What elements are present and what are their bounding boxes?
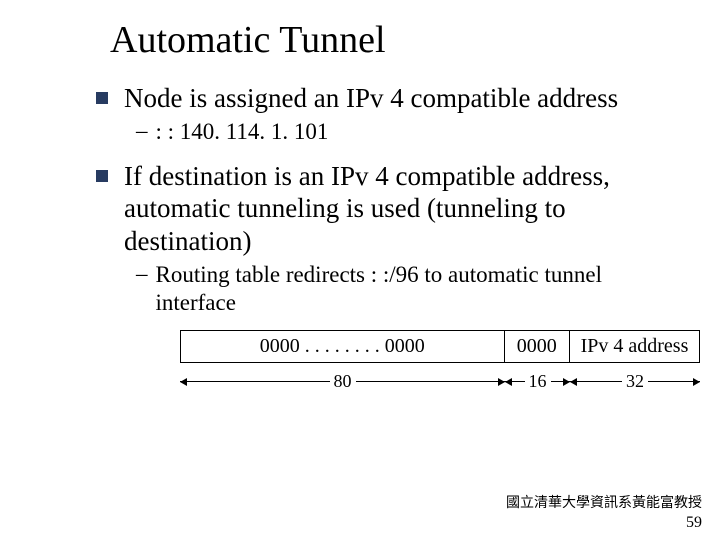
diagram-row: 0000 . . . . . . . . 0000 0000 IPv 4 add… — [180, 330, 700, 363]
slide-title: Automatic Tunnel — [110, 18, 684, 62]
arrow-left-icon — [505, 381, 525, 382]
measure-row: 80 16 32 — [180, 369, 700, 393]
sub-bullet-text: Routing table redirects : :/96 to automa… — [156, 261, 685, 316]
arrow-right-icon — [551, 381, 571, 382]
measure-segment: 16 — [505, 369, 570, 393]
address-diagram: 0000 . . . . . . . . 0000 0000 IPv 4 add… — [180, 330, 700, 393]
arrow-left-icon — [570, 381, 622, 382]
slide: Automatic Tunnel Node is assigned an IPv… — [0, 0, 720, 393]
measure-segment: 80 — [180, 369, 505, 393]
bullet-item: If destination is an IPv 4 compatible ad… — [96, 160, 684, 257]
sub-bullet-text: : : 140. 114. 1. 101 — [156, 118, 329, 146]
arrow-left-icon — [180, 381, 330, 382]
measure-value: 80 — [330, 371, 356, 392]
measure-segment: 32 — [570, 369, 700, 393]
bullet-item: Node is assigned an IPv 4 compatible add… — [96, 82, 684, 114]
arrow-right-icon — [356, 381, 506, 382]
dash-icon: – — [136, 261, 148, 287]
sub-bullet-item: – : : 140. 114. 1. 101 — [136, 118, 684, 146]
sub-bullet-item: – Routing table redirects : :/96 to auto… — [136, 261, 684, 316]
measure-value: 16 — [525, 371, 551, 392]
footer-attribution: 國立清華大學資訊系黃能富教授 — [506, 495, 702, 513]
page-number: 59 — [506, 513, 702, 534]
measure-value: 32 — [622, 371, 648, 392]
diagram-segment: 0000 — [505, 331, 571, 362]
square-bullet-icon — [96, 170, 108, 182]
diagram-segment: 0000 . . . . . . . . 0000 — [181, 331, 505, 362]
square-bullet-icon — [96, 92, 108, 104]
slide-footer: 國立清華大學資訊系黃能富教授 59 — [506, 495, 702, 534]
bullet-text: If destination is an IPv 4 compatible ad… — [124, 160, 684, 257]
diagram-segment: IPv 4 address — [570, 331, 699, 362]
bullet-text: Node is assigned an IPv 4 compatible add… — [124, 82, 618, 114]
arrow-right-icon — [648, 381, 700, 382]
dash-icon: – — [136, 118, 148, 144]
